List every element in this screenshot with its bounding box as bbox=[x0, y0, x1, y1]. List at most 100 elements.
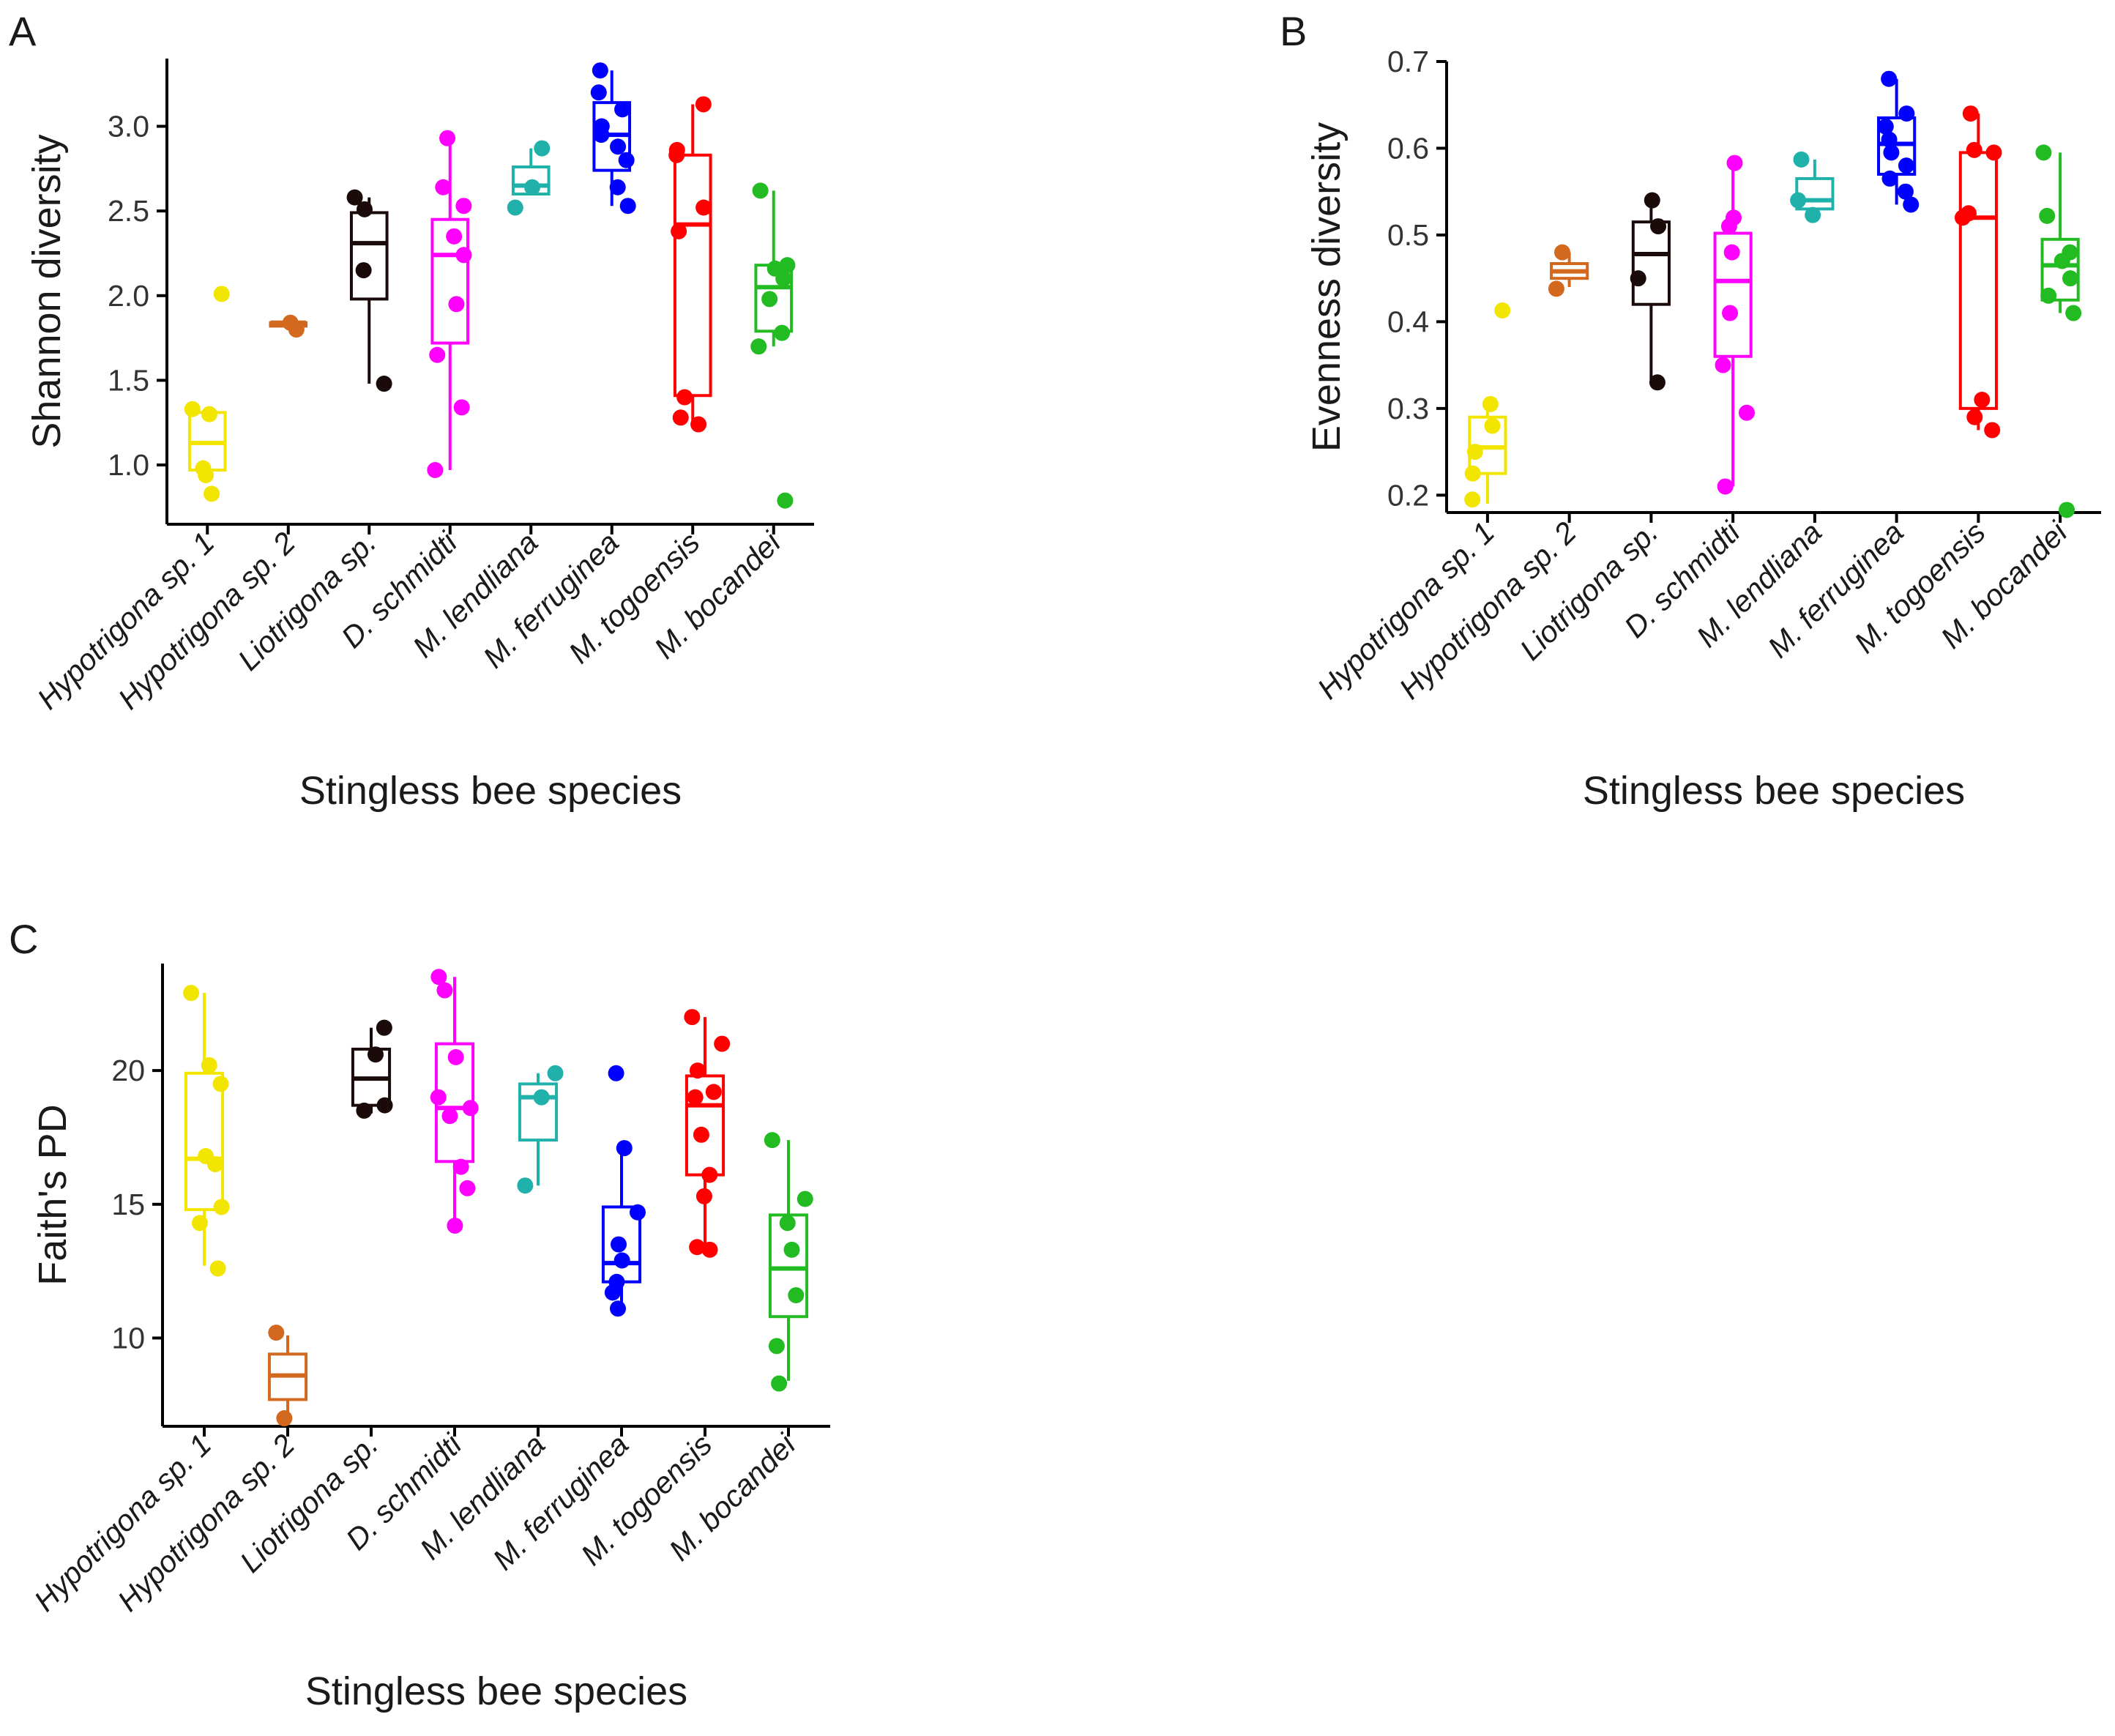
data-point-d-schmidti bbox=[427, 461, 444, 478]
data-point-m-bocandei bbox=[2059, 502, 2075, 518]
data-point-m-ferruginea bbox=[1903, 196, 1920, 213]
y-tick-label: 0.7 bbox=[1387, 45, 1429, 78]
x-tick-label-liotrigona-sp: Liotrigona sp. bbox=[231, 526, 383, 677]
data-point-hypotrigona-sp-1 bbox=[201, 1057, 217, 1073]
data-point-d-schmidti bbox=[452, 1158, 469, 1175]
data-point-d-schmidti bbox=[1738, 404, 1755, 421]
box-hypotrigona-sp-2 bbox=[1548, 244, 1589, 297]
data-point-m-togoensis bbox=[1984, 422, 2001, 439]
panel-label-a: A bbox=[9, 8, 37, 54]
data-point-d-schmidti bbox=[462, 1100, 479, 1117]
data-point-hypotrigona-sp-2 bbox=[1548, 280, 1564, 297]
data-point-m-ferruginea bbox=[610, 1236, 627, 1253]
data-point-m-togoensis bbox=[693, 1126, 709, 1143]
box-iqr bbox=[184, 1071, 225, 1212]
data-point-liotrigona-sp bbox=[1649, 374, 1665, 391]
data-point-m-ferruginea bbox=[610, 1300, 627, 1317]
data-point-m-togoensis bbox=[689, 1239, 706, 1256]
data-point-m-bocandei bbox=[2040, 287, 2057, 304]
data-point-d-schmidti bbox=[1717, 478, 1734, 495]
data-point-d-schmidti bbox=[430, 969, 447, 986]
data-point-liotrigona-sp bbox=[376, 1019, 392, 1036]
box-iqr bbox=[1631, 220, 1671, 306]
box-m-lendliana bbox=[1790, 151, 1835, 223]
box-hypotrigona-sp-1 bbox=[184, 286, 230, 502]
data-point-m-ferruginea bbox=[1898, 157, 1914, 174]
data-point-hypotrigona-sp-1 bbox=[198, 466, 215, 483]
data-point-liotrigona-sp bbox=[346, 189, 363, 206]
data-point-m-togoensis bbox=[701, 1241, 718, 1258]
data-point-m-togoensis bbox=[705, 1084, 722, 1100]
data-point-hypotrigona-sp-1 bbox=[1494, 302, 1511, 318]
x-axis-title: Stingless bee species bbox=[1583, 769, 1965, 813]
y-tick-label: 0.3 bbox=[1387, 392, 1429, 425]
y-tick-label: 0.5 bbox=[1387, 218, 1429, 252]
data-point-hypotrigona-sp-2 bbox=[276, 1410, 293, 1427]
data-point-m-togoensis bbox=[1962, 105, 1979, 122]
data-point-d-schmidti bbox=[1726, 154, 1743, 171]
data-point-m-bocandei bbox=[750, 338, 767, 355]
data-point-hypotrigona-sp-1 bbox=[1484, 417, 1501, 434]
y-tick-label: 1.5 bbox=[108, 363, 149, 397]
box-m-togoensis bbox=[684, 1009, 731, 1258]
data-point-m-lendliana bbox=[517, 1177, 534, 1194]
data-point-m-togoensis bbox=[672, 409, 689, 426]
data-point-d-schmidti bbox=[459, 1180, 476, 1196]
data-point-m-bocandei bbox=[771, 1375, 788, 1392]
data-point-d-schmidti bbox=[429, 346, 446, 363]
y-tick-label: 0.6 bbox=[1387, 131, 1429, 165]
box-m-bocandei bbox=[750, 182, 796, 509]
box-d-schmidti bbox=[427, 130, 472, 478]
data-point-m-bocandei bbox=[788, 1286, 805, 1303]
data-point-m-lendliana bbox=[534, 140, 551, 157]
data-point-d-schmidti bbox=[441, 1108, 458, 1125]
box-d-schmidti bbox=[1713, 154, 1755, 495]
panel-b: B 0.2 0.3 0.4 0.5 0.6 0.7 Evenness diversity Sti… bbox=[1280, 8, 2101, 813]
data-point-m-lendliana bbox=[547, 1065, 564, 1081]
data-point-m-lendliana bbox=[507, 199, 523, 216]
data-point-m-togoensis bbox=[1966, 141, 1982, 158]
data-point-d-schmidti bbox=[436, 982, 453, 999]
data-point-m-lendliana bbox=[1805, 206, 1821, 223]
data-point-m-ferruginea bbox=[592, 62, 608, 79]
data-point-m-ferruginea bbox=[619, 198, 636, 215]
data-point-m-ferruginea bbox=[593, 127, 610, 144]
data-point-hypotrigona-sp-2 bbox=[268, 1325, 285, 1341]
data-point-m-ferruginea bbox=[613, 1252, 630, 1269]
data-point-m-togoensis bbox=[687, 1089, 704, 1106]
data-point-m-togoensis bbox=[1954, 209, 1971, 226]
data-point-m-ferruginea bbox=[610, 138, 627, 155]
data-point-d-schmidti bbox=[435, 179, 452, 195]
box-hypotrigona-sp-2 bbox=[269, 314, 308, 338]
data-point-hypotrigona-sp-1 bbox=[209, 1260, 226, 1277]
data-point-hypotrigona-sp-1 bbox=[1464, 465, 1481, 482]
panel-label-b: B bbox=[1280, 8, 1307, 54]
data-point-liotrigona-sp bbox=[367, 1046, 384, 1063]
data-point-d-schmidti bbox=[439, 130, 456, 146]
data-point-liotrigona-sp bbox=[1630, 270, 1646, 287]
data-point-m-ferruginea bbox=[614, 101, 631, 118]
box-iqr bbox=[1713, 231, 1753, 358]
data-point-m-togoensis bbox=[689, 1062, 706, 1079]
data-point-m-ferruginea bbox=[590, 84, 607, 101]
data-point-hypotrigona-sp-1 bbox=[213, 1199, 230, 1215]
data-point-m-ferruginea bbox=[604, 1284, 621, 1301]
panel-a: A 1.0 1.5 2.0 2.5 3.0 Shannon diversity Stingle… bbox=[9, 8, 814, 813]
data-point-hypotrigona-sp-1 bbox=[1482, 395, 1499, 412]
data-point-m-togoensis bbox=[695, 199, 712, 216]
data-point-m-ferruginea bbox=[1898, 105, 1915, 122]
data-point-m-ferruginea bbox=[630, 1204, 646, 1221]
data-point-d-schmidti bbox=[448, 296, 465, 313]
box-m-bocandei bbox=[2035, 144, 2082, 518]
data-point-m-bocandei bbox=[2065, 305, 2082, 321]
data-point-hypotrigona-sp-2 bbox=[282, 314, 299, 331]
data-point-hypotrigona-sp-1 bbox=[191, 1215, 208, 1232]
y-tick-label: 1.0 bbox=[108, 448, 149, 482]
data-point-liotrigona-sp bbox=[376, 1097, 393, 1114]
data-point-m-bocandei bbox=[2062, 270, 2078, 287]
data-point-liotrigona-sp bbox=[356, 201, 373, 217]
data-point-m-bocandei bbox=[2035, 144, 2052, 161]
data-point-liotrigona-sp bbox=[356, 1102, 373, 1119]
data-point-m-bocandei bbox=[797, 1191, 813, 1207]
